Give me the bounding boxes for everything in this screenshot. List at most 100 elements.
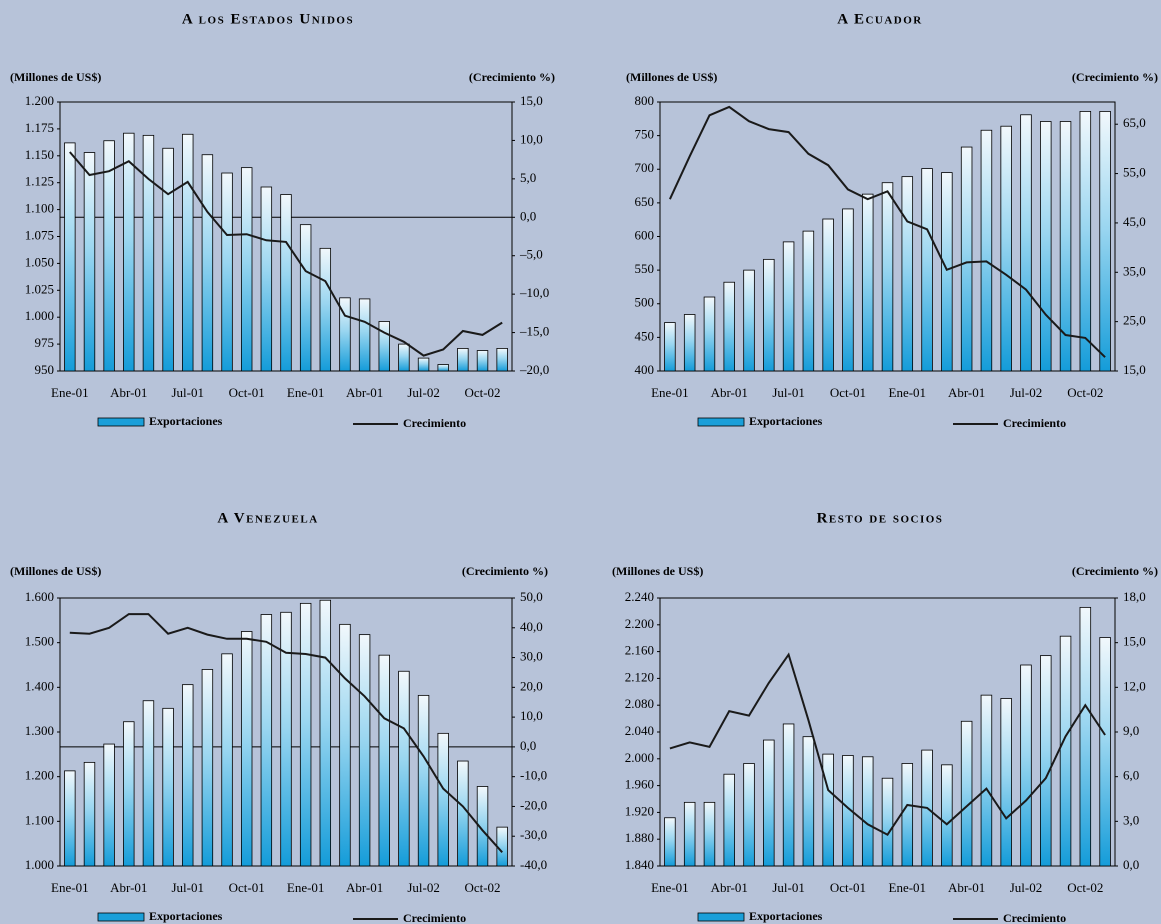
bar: [280, 611, 292, 867]
bar: [496, 826, 508, 867]
y-tick-label: 1.200: [25, 93, 54, 108]
bar: [240, 167, 253, 372]
bar: [1099, 111, 1111, 372]
bar: [683, 314, 696, 372]
bar: [703, 801, 716, 867]
bar: [496, 348, 508, 372]
bar: [980, 694, 993, 867]
bar: [299, 602, 312, 867]
y2-tick-label: 15,0: [1123, 362, 1146, 377]
x-tick-label: Abr-01: [948, 880, 985, 895]
y-tick-label: 2.080: [625, 696, 654, 711]
x-tick-label: Oct-01: [229, 385, 265, 400]
bar: [319, 599, 332, 867]
chart-title: A Venezuela: [217, 510, 318, 526]
y2-axis-label: (Crecimiento %): [469, 70, 555, 84]
y-tick-label: 2.240: [625, 589, 654, 604]
bar: [260, 186, 273, 372]
bar: [103, 743, 115, 867]
y-tick-label: 700: [635, 160, 655, 175]
bar: [103, 140, 115, 372]
x-tick-label: Jul-01: [772, 385, 805, 400]
bar: [1020, 114, 1032, 372]
x-tick-label: Oct-02: [464, 385, 500, 400]
chart-title: A Ecuador: [837, 11, 923, 27]
bar: [960, 720, 973, 867]
y-tick-label: 500: [635, 295, 655, 310]
y-tick-label: 1.150: [25, 147, 54, 162]
bar: [142, 134, 155, 372]
y-tick-label: 1.000: [25, 308, 54, 323]
y-tick-label: 400: [635, 362, 655, 377]
bar: [881, 182, 894, 372]
y-tick-label: 550: [635, 261, 655, 276]
x-tick-label: Jul-02: [1010, 880, 1043, 895]
bar: [476, 350, 489, 372]
legend-label: Exportaciones: [749, 909, 823, 923]
y-axis-label: (Millones de US$): [612, 564, 703, 578]
y2-tick-label: 5,0: [520, 170, 536, 185]
bar: [1079, 111, 1092, 372]
y2-tick-label: 40,0: [520, 619, 543, 634]
x-tick-label: Jul-02: [407, 385, 440, 400]
bar: [339, 623, 351, 867]
bar: [1059, 635, 1072, 867]
bar: [1099, 637, 1111, 867]
y2-tick-label: 35,0: [1123, 263, 1146, 278]
bar: [358, 634, 371, 867]
bar: [417, 357, 430, 372]
x-tick-label: Abr-01: [110, 880, 147, 895]
y-tick-label: 1.075: [25, 227, 54, 242]
bar: [378, 654, 390, 867]
y2-axis-label: (Crecimiento %): [1072, 70, 1158, 84]
x-tick-label: Ene-01: [889, 880, 927, 895]
bar: [299, 224, 312, 372]
y-axis-label: (Millones de US$): [626, 70, 717, 84]
bar: [861, 193, 874, 372]
y-tick-label: 450: [635, 328, 655, 343]
y2-tick-label: 30,0: [520, 649, 543, 664]
bar: [960, 146, 973, 372]
x-tick-label: Oct-02: [1067, 385, 1103, 400]
growth-line: [669, 652, 1106, 837]
y2-tick-label: 20,0: [520, 678, 543, 693]
bar: [358, 298, 371, 372]
x-tick-label: Abr-01: [346, 880, 383, 895]
x-tick-label: Abr-01: [711, 385, 748, 400]
bar: [437, 364, 449, 372]
y-tick-label: 650: [635, 194, 655, 209]
bar: [763, 739, 775, 867]
y2-tick-label: 55,0: [1123, 165, 1146, 180]
bar: [398, 343, 410, 372]
legend-swatch: [97, 417, 145, 427]
x-tick-label: Jul-02: [1010, 385, 1043, 400]
bar: [182, 684, 194, 867]
bar: [941, 764, 953, 867]
bar: [1020, 664, 1032, 867]
bar: [861, 756, 874, 867]
y-axis-label: (Millones de US$): [10, 70, 101, 84]
x-tick-label: Jul-02: [407, 880, 440, 895]
legend-label: Crecimiento: [403, 416, 466, 430]
x-tick-label: Ene-01: [51, 880, 89, 895]
y2-tick-label: 18,0: [1123, 589, 1146, 604]
y2-tick-label: 15,0: [520, 93, 543, 108]
chart-title: A los Estados Unidos: [182, 11, 354, 27]
y-tick-label: 1.840: [625, 857, 654, 872]
x-tick-label: Oct-01: [229, 880, 265, 895]
y-tick-label: 1.300: [25, 723, 54, 738]
bar: [703, 296, 716, 372]
bar: [743, 763, 755, 867]
y2-tick-label: 3,0: [1123, 812, 1139, 827]
bar: [201, 154, 214, 372]
y-tick-label: 1.175: [25, 120, 54, 135]
x-tick-label: Oct-01: [830, 385, 866, 400]
bar: [1040, 655, 1052, 867]
x-tick-label: Oct-01: [830, 880, 866, 895]
y-tick-label: 1.125: [25, 174, 54, 189]
y2-tick-label: 9,0: [1123, 723, 1139, 738]
x-tick-label: Abr-01: [711, 880, 748, 895]
bar: [683, 801, 696, 867]
y-tick-label: 1.960: [625, 777, 654, 792]
bar: [782, 241, 795, 372]
